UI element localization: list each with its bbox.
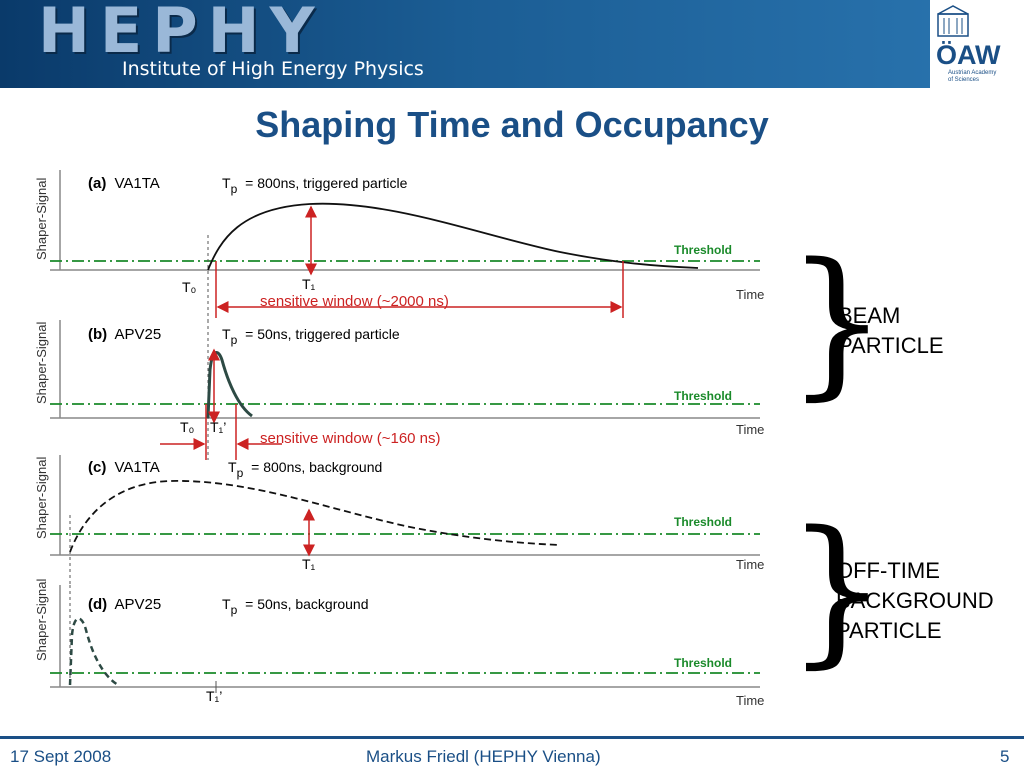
panel-letter: (c): [88, 459, 106, 476]
threshold-label: Threshold: [674, 243, 732, 257]
svg-text:(b) APV25: (b) APV25: [88, 326, 161, 343]
threshold-label: Threshold: [674, 656, 732, 670]
threshold-label: Threshold: [674, 515, 732, 529]
y-axis-label: Shaper-Signal: [34, 322, 49, 404]
oaw-logo: ÖAW Austrian Academy of Sciences: [930, 0, 1024, 88]
panel-c: Shaper-Signal (c) VA1TA Tp = 800ns, back…: [30, 455, 770, 585]
y-axis-label: Shaper-Signal: [34, 178, 49, 260]
x-axis-label: Time: [736, 287, 764, 302]
t0-label: T₀: [182, 279, 197, 295]
sensitive-window-label: sensitive window (~160 ns): [260, 430, 441, 447]
footer-author: Markus Friedl (HEPHY Vienna): [366, 747, 601, 766]
hephy-logo: HEPHY: [38, 0, 325, 67]
signal-curve: [68, 617, 119, 687]
panel-b-plot: Shaper-Signal (b) APV25 Tp = 50ns, trigg…: [34, 320, 764, 460]
y-axis-label: Shaper-Signal: [34, 457, 49, 539]
svg-text:(a) VA1TA: (a) VA1TA: [88, 175, 160, 192]
panel-b: Shaper-Signal (b) APV25 Tp = 50ns, trigg…: [30, 320, 770, 460]
page-number: 5: [1000, 747, 1010, 766]
panel-c-plot: Shaper-Signal (c) VA1TA Tp = 800ns, back…: [34, 455, 764, 585]
x-axis-label: Time: [736, 422, 764, 437]
panel-a: Shaper-Signal (a) VA1TA Tp = 800ns, trig…: [30, 170, 770, 325]
beam-brace: }: [786, 228, 888, 415]
tp-value: = 800ns, background: [251, 459, 382, 475]
slide-title: Shaping Time and Occupancy: [255, 104, 769, 145]
footer: 17 Sept 2008 Markus Friedl (HEPHY Vienna…: [0, 736, 1024, 771]
t1-label: T₁: [302, 276, 316, 292]
t1-label: T₁’: [206, 688, 222, 704]
tp-value: = 50ns, triggered particle: [245, 326, 400, 342]
signal-curve: [207, 202, 699, 271]
svg-text:(c) VA1TA: (c) VA1TA: [88, 459, 160, 476]
sensitive-window-label: sensitive window (~2000 ns): [260, 293, 449, 310]
t1-label: T₁: [302, 556, 316, 572]
panel-letter: (a): [88, 175, 106, 192]
threshold-label: Threshold: [674, 389, 732, 403]
svg-text:Tp = 800ns, triggered pa: Tp = 800ns, triggered particle: [222, 175, 408, 196]
y-axis-label: Shaper-Signal: [34, 579, 49, 661]
oaw-name: Austrian Academy of Sciences: [948, 70, 997, 83]
panel-d-plot: Shaper-Signal (d) APV25 Tp = 50ns, backg…: [34, 579, 764, 708]
oaw-wordmark: ÖAW: [936, 40, 1001, 70]
chip-name: APV25: [115, 326, 162, 343]
signal-curve: [69, 480, 561, 553]
panel-letter: (d): [88, 596, 107, 613]
institute-subtitle: Institute of High Energy Physics: [122, 58, 424, 80]
x-axis-label: Time: [736, 557, 764, 572]
tp-value: = 800ns, triggered particle: [245, 175, 407, 191]
svg-text:(d) APV25: (d) APV25: [88, 596, 161, 613]
svg-text:Tp = 50ns, triggered par: Tp = 50ns, triggered particle: [222, 326, 400, 347]
chip-name: VA1TA: [115, 459, 160, 476]
offtime-background-label: OFF-TIME BACKGROUND PARTICLE: [836, 558, 994, 643]
t1-label: T₁’: [210, 419, 226, 435]
chip-name: APV25: [115, 596, 162, 613]
x-axis-label: Time: [736, 693, 764, 708]
panel-letter: (b): [88, 326, 107, 343]
tp-value: = 50ns, background: [245, 596, 368, 612]
svg-text:Tp = 800ns, background: Tp = 800ns, background: [228, 459, 382, 480]
beam-particle-label: BEAM PARTICLE: [838, 303, 944, 358]
t0-label: T₀: [180, 419, 195, 435]
svg-text:Tp = 50ns, background: Tp = 50ns, background: [222, 596, 369, 617]
offtime-brace: }: [786, 496, 888, 683]
panel-d: Shaper-Signal (d) APV25 Tp = 50ns, backg…: [30, 579, 770, 715]
panel-a-plot: Shaper-Signal (a) VA1TA Tp = 800ns, trig…: [34, 170, 764, 325]
footer-date: 17 Sept 2008: [10, 747, 112, 766]
chip-name: VA1TA: [115, 175, 160, 192]
academy-building-icon: [937, 5, 969, 37]
header-banner: HEPHY Institute of High Energy Physics Ö…: [0, 0, 1024, 88]
